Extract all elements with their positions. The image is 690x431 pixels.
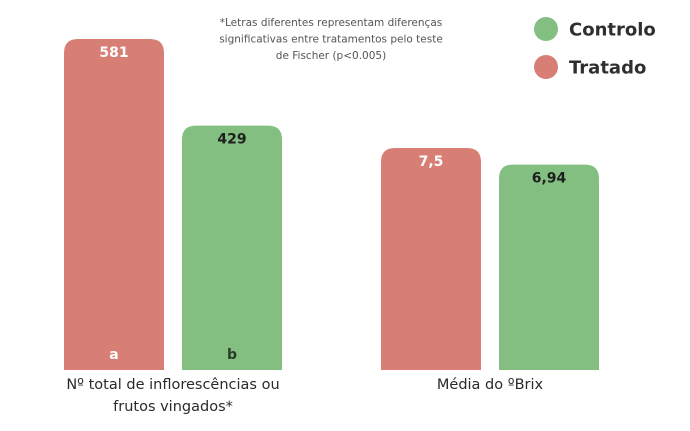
note-line: significativas entre tratamentos pelo te… (219, 34, 443, 46)
category-labels: Nº total de inflorescências ou frutos vin… (66, 377, 543, 415)
legend-swatch (534, 55, 558, 79)
significance-note: *Letras diferentes representam diferença… (219, 17, 443, 62)
category-label: Média do ºBrix (437, 377, 544, 393)
bar-value-label: 429 (217, 132, 246, 148)
bars: 581 a 429 b 7,5 6,94 (64, 39, 599, 371)
legend-label: Tratado (569, 58, 646, 79)
significance-letter: b (227, 347, 237, 363)
category-label: frutos vingados* (113, 399, 233, 415)
legend-swatch (534, 17, 558, 41)
bar-controlo (182, 125, 282, 371)
note-line: *Letras diferentes representam diferença… (220, 17, 442, 29)
bar-tratado (64, 39, 164, 370)
legend-label: Controlo (569, 20, 656, 41)
bar-controlo (499, 164, 599, 370)
bar-value-label: 581 (99, 45, 128, 61)
bar-value-label: 6,94 (532, 171, 567, 187)
category-label: Nº total de inflorescências ou (66, 377, 279, 393)
note-line: de Fischer (p<0.005) (276, 50, 386, 62)
bar-tratado (381, 148, 481, 370)
bar-value-label: 7,5 (419, 154, 444, 170)
significance-letter: a (109, 347, 118, 363)
legend: Controlo Tratado (534, 17, 656, 79)
